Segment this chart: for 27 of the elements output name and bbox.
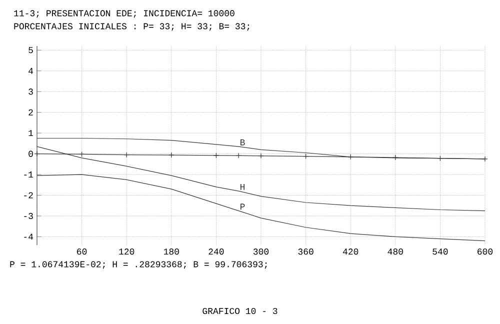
x-tick-label: 360: [298, 248, 314, 255]
x-tick-label: 420: [342, 248, 358, 255]
x-tick-label: 60: [77, 248, 87, 255]
x-tick-label: 540: [432, 248, 448, 255]
y-tick-label: 1: [28, 130, 34, 136]
series-label: B: [240, 139, 245, 146]
y-tick-label: -2: [24, 192, 33, 198]
x-tick-label: 240: [208, 248, 224, 255]
y-tick-label: -3: [24, 212, 33, 220]
x-tick-label: 600: [478, 248, 493, 255]
y-tick-label: -1: [24, 172, 34, 178]
y-tick-label: 4: [28, 68, 34, 74]
text: GRAFICO 10 - 3: [202, 308, 278, 314]
series-label: P: [240, 204, 245, 210]
y-tick-label: -4: [24, 234, 34, 240]
y-tick-label: 0: [28, 150, 33, 157]
series-label: H: [240, 184, 244, 190]
text: P = 1.0674139E-02; H = .28293368; B = 99.706393;: [10, 261, 267, 269]
y-tick-label: 5: [28, 47, 33, 54]
y-tick-label: 2: [28, 109, 33, 116]
x-tick-label: 120: [119, 248, 134, 255]
x-tick-label: 300: [253, 248, 269, 255]
x-tick-label: 180: [164, 248, 179, 255]
chart-subtitle: PORCENTAJES INICIALES : P= 33; H= 33; B= 33;: [14, 23, 250, 31]
y-tick-label: 3: [28, 88, 33, 95]
chart-title: 11-3; PRESENTACION EDE; INCIDENCIA= 10000: [14, 10, 234, 18]
x-tick-label: 480: [388, 248, 403, 255]
